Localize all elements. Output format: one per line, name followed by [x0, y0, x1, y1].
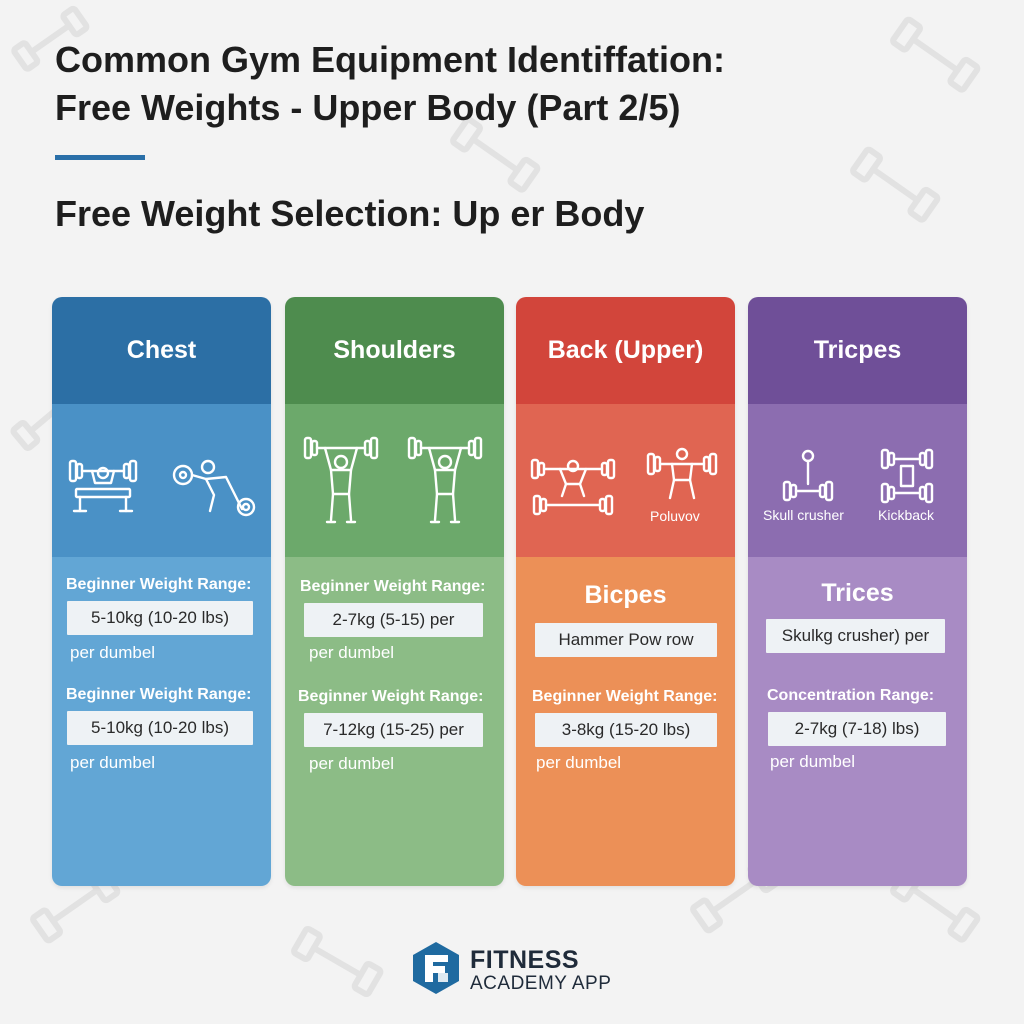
chest-weight-2: 5-10kg (10-20 lbs)	[67, 711, 253, 745]
shoulders-note-2: per dumbel	[309, 754, 395, 773]
skull-crusher-icon	[782, 449, 834, 502]
card-back-upper: Back (Upper) Poluvov Bicpes Hammer Pow r…	[516, 297, 735, 886]
overhead-press-icon	[303, 436, 379, 524]
back-label-2: Beginner Weight Range:	[532, 688, 718, 705]
card-chest: Chest Beginner Weight Range: 5-10kg (10-…	[52, 297, 271, 886]
back-note-2: per dumbel	[536, 753, 622, 772]
triceps-section-title: Trices	[821, 579, 894, 607]
triceps-weight-2: 2-7kg (7-18) lbs)	[768, 712, 946, 746]
triceps-icon-caption-1: Skull crusher	[763, 507, 844, 523]
shoulders-label-1: Beginner Weight Range:	[300, 578, 486, 595]
dumbbell-row-icon	[172, 459, 256, 517]
bench-press-icon	[68, 459, 138, 513]
card-shoulders: Shoulders Beginner Weight Range: 2-7kg (…	[285, 297, 504, 886]
back-icon-caption: Poluvov	[650, 508, 700, 524]
upright-row-icon	[646, 447, 718, 500]
chest-note-1: per dumbel	[70, 643, 156, 662]
page-title: Common Gym Equipment Identiffation: Free…	[55, 36, 985, 132]
back-section-title: Bicpes	[584, 581, 667, 609]
card-triceps: Tricpes Skull crusher Kickback Trices Sk…	[748, 297, 967, 886]
shoulders-note-1: per dumbel	[309, 643, 395, 662]
card-shoulders-icons	[285, 404, 504, 557]
shoulders-weight-1: 2-7kg (5-15) per	[304, 603, 483, 637]
brand-name: FITNESS	[470, 946, 580, 974]
triceps-exercise-value: Skulkg crusher) per	[766, 619, 945, 653]
triceps-label-2: Concentration Range:	[767, 687, 935, 704]
card-shoulders-header: Shoulders	[285, 297, 504, 404]
card-shoulders-body: Beginner Weight Range: 2-7kg (5-15) per …	[285, 557, 504, 886]
kickback-icon	[880, 448, 934, 504]
card-back-header: Back (Upper)	[516, 297, 735, 404]
title-underline	[55, 155, 145, 160]
triceps-note-2: per dumbel	[770, 752, 856, 771]
shoulders-label-2: Beginner Weight Range:	[298, 688, 484, 705]
chest-label-2: Beginner Weight Range:	[66, 686, 252, 703]
chest-weight-1: 5-10kg (10-20 lbs)	[67, 601, 253, 635]
triceps-icon-caption-2: Kickback	[878, 507, 935, 523]
fitness-academy-logo-icon	[413, 942, 459, 994]
title-line-1: Common Gym Equipment Identiffation:	[55, 39, 725, 80]
title-line-2: Free Weights - Upper Body (Part 2/5)	[55, 87, 681, 128]
chest-note-2: per dumbel	[70, 753, 156, 772]
back-weight-2: 3-8kg (15-20 lbs)	[535, 713, 717, 747]
card-chest-icons	[52, 404, 271, 557]
bent-over-row-icon	[530, 458, 616, 516]
card-triceps-header: Tricpes	[748, 297, 967, 404]
chest-label-1: Beginner Weight Range:	[66, 576, 252, 593]
card-triceps-icons: Skull crusher Kickback	[748, 404, 967, 557]
shoulders-weight-2: 7-12kg (15-25) per	[304, 713, 483, 747]
card-chest-body: Beginner Weight Range: 5-10kg (10-20 lbs…	[52, 557, 271, 886]
section-subtitle: Free Weight Selection: Up er Body	[55, 193, 645, 234]
card-chest-header: Chest	[52, 297, 271, 404]
overhead-press-icon-2	[407, 436, 483, 524]
card-triceps-body: Trices Skulkg crusher) per Concentration…	[748, 557, 967, 886]
card-back-icons: Poluvov	[516, 404, 735, 557]
card-back-body: Bicpes Hammer Pow row Beginner Weight Ra…	[516, 557, 735, 886]
back-exercise-value: Hammer Pow row	[535, 623, 717, 657]
brand-tagline: ACADEMY APP	[470, 973, 612, 994]
